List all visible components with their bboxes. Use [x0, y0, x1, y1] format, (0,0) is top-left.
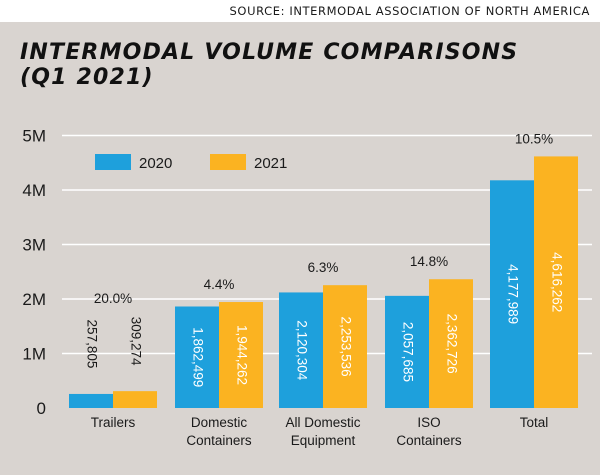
bar-2020 — [490, 180, 534, 408]
bar-2020 — [279, 292, 323, 408]
bar-2021 — [429, 279, 473, 408]
x-tick-label: Total — [520, 415, 549, 430]
bar-2021 — [323, 285, 367, 408]
bar-chart: 0 1M 2M 3M 4M 5M 257,805 309,274 20.0% Trailers 1,… — [22, 127, 592, 448]
legend-label: 2020 — [139, 155, 172, 172]
y-tick-label: 4M — [22, 181, 46, 200]
pct-change-label: 10.5% — [515, 131, 553, 146]
x-tick-label: Domestic — [191, 415, 248, 430]
pct-change-label: 14.8% — [410, 254, 448, 269]
chart-title-line-1: INTERMODAL VOLUME COMPARISONS — [20, 40, 519, 65]
bar-2021 — [219, 302, 263, 408]
pct-change-label: 20.0% — [94, 291, 132, 306]
x-tick-label: Trailers — [91, 415, 136, 430]
y-tick-label: 0 — [37, 399, 46, 418]
data-label: 309,274 — [128, 317, 143, 366]
legend-swatch — [95, 154, 131, 170]
bar-2020 — [69, 393, 113, 408]
data-label: 2,120,304 — [294, 320, 309, 381]
y-tick-label: 5M — [22, 127, 46, 146]
pct-change-label: 6.3% — [308, 260, 339, 275]
data-label: 4,616,262 — [549, 252, 564, 312]
bar-2021 — [113, 391, 157, 408]
y-tick-label: 2M — [22, 290, 46, 309]
data-label: 1,862,499 — [190, 327, 205, 387]
x-tick-label: Equipment — [291, 433, 356, 448]
legend-swatch — [210, 154, 246, 170]
chart-title-line-2: (Q1 2021) — [20, 65, 154, 90]
legend-label: 2021 — [254, 155, 287, 172]
data-label: 2,253,536 — [338, 317, 353, 377]
x-tick-label: Containers — [396, 433, 462, 448]
data-label: 4,177,989 — [505, 264, 520, 324]
source-note: SOURCE: INTERMODAL ASSOCIATION OF NORTH … — [229, 4, 590, 18]
chart-panel: INTERMODAL VOLUME COMPARISONS (Q1 2021) … — [0, 22, 600, 475]
y-tick-label: 1M — [22, 345, 46, 364]
data-label: 2,057,685 — [400, 322, 415, 382]
bar-2020 — [175, 306, 219, 408]
bar-2021 — [534, 156, 578, 408]
data-label: 257,805 — [84, 320, 99, 369]
x-tick-label: Containers — [186, 433, 252, 448]
bar-2020 — [385, 295, 429, 408]
pct-change-label: 4.4% — [204, 277, 235, 292]
chart-title: INTERMODAL VOLUME COMPARISONS (Q1 2021) — [20, 40, 518, 90]
data-label: 2,362,726 — [444, 314, 459, 374]
x-tick-label: All Domestic — [285, 415, 360, 430]
x-tick-label: ISO — [417, 415, 440, 430]
y-tick-label: 3M — [22, 236, 46, 255]
data-label: 1,944,262 — [234, 325, 249, 385]
